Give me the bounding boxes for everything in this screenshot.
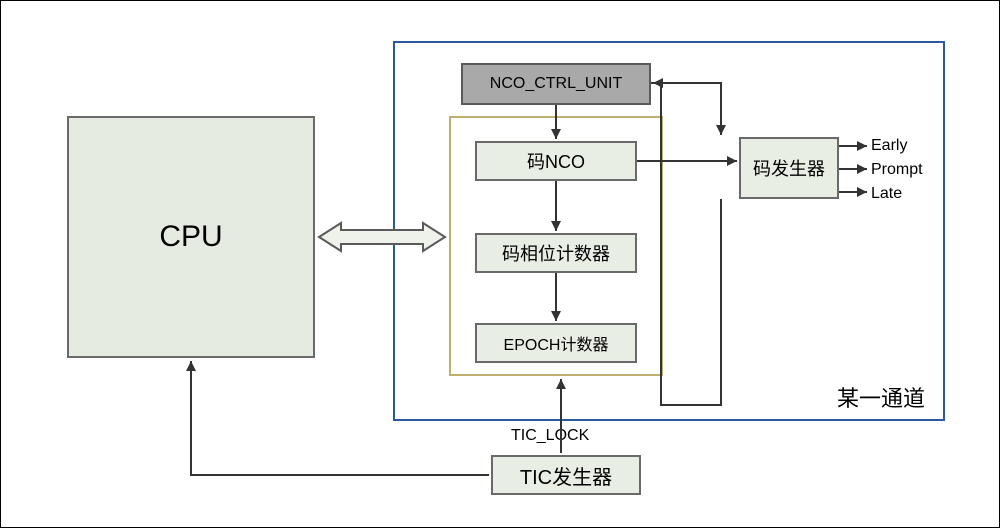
epoch-counter-label: EPOCH计数器 bbox=[504, 331, 609, 355]
nco-ctrl-label: NCO_CTRL_UNIT bbox=[490, 75, 622, 93]
tic-lock-label: TIC_LOCK bbox=[511, 427, 589, 445]
code-generator-block: 码发生器 bbox=[739, 137, 839, 199]
code-nco-label: 码NCO bbox=[527, 148, 585, 174]
phase-counter-block: 码相位计数器 bbox=[475, 233, 637, 273]
channel-label: 某一通道 bbox=[837, 381, 925, 413]
tic-generator-block: TIC发生器 bbox=[491, 455, 641, 495]
code-nco-block: 码NCO bbox=[475, 141, 637, 181]
nco-ctrl-unit-block: NCO_CTRL_UNIT bbox=[461, 63, 651, 105]
output-late-label: Late bbox=[871, 185, 902, 203]
output-early-label: Early bbox=[871, 137, 907, 155]
cpu-block: CPU bbox=[67, 116, 315, 358]
output-prompt-label: Prompt bbox=[871, 161, 923, 179]
diagram-canvas: CPU 某一通道 NCO_CTRL_UNIT 码NCO 码相位计数器 EPOCH… bbox=[0, 0, 1000, 528]
cpu-label: CPU bbox=[159, 220, 222, 254]
tic-gen-label: TIC发生器 bbox=[520, 461, 612, 490]
code-gen-label: 码发生器 bbox=[753, 155, 825, 181]
epoch-counter-block: EPOCH计数器 bbox=[475, 323, 637, 363]
phase-counter-label: 码相位计数器 bbox=[502, 240, 610, 266]
